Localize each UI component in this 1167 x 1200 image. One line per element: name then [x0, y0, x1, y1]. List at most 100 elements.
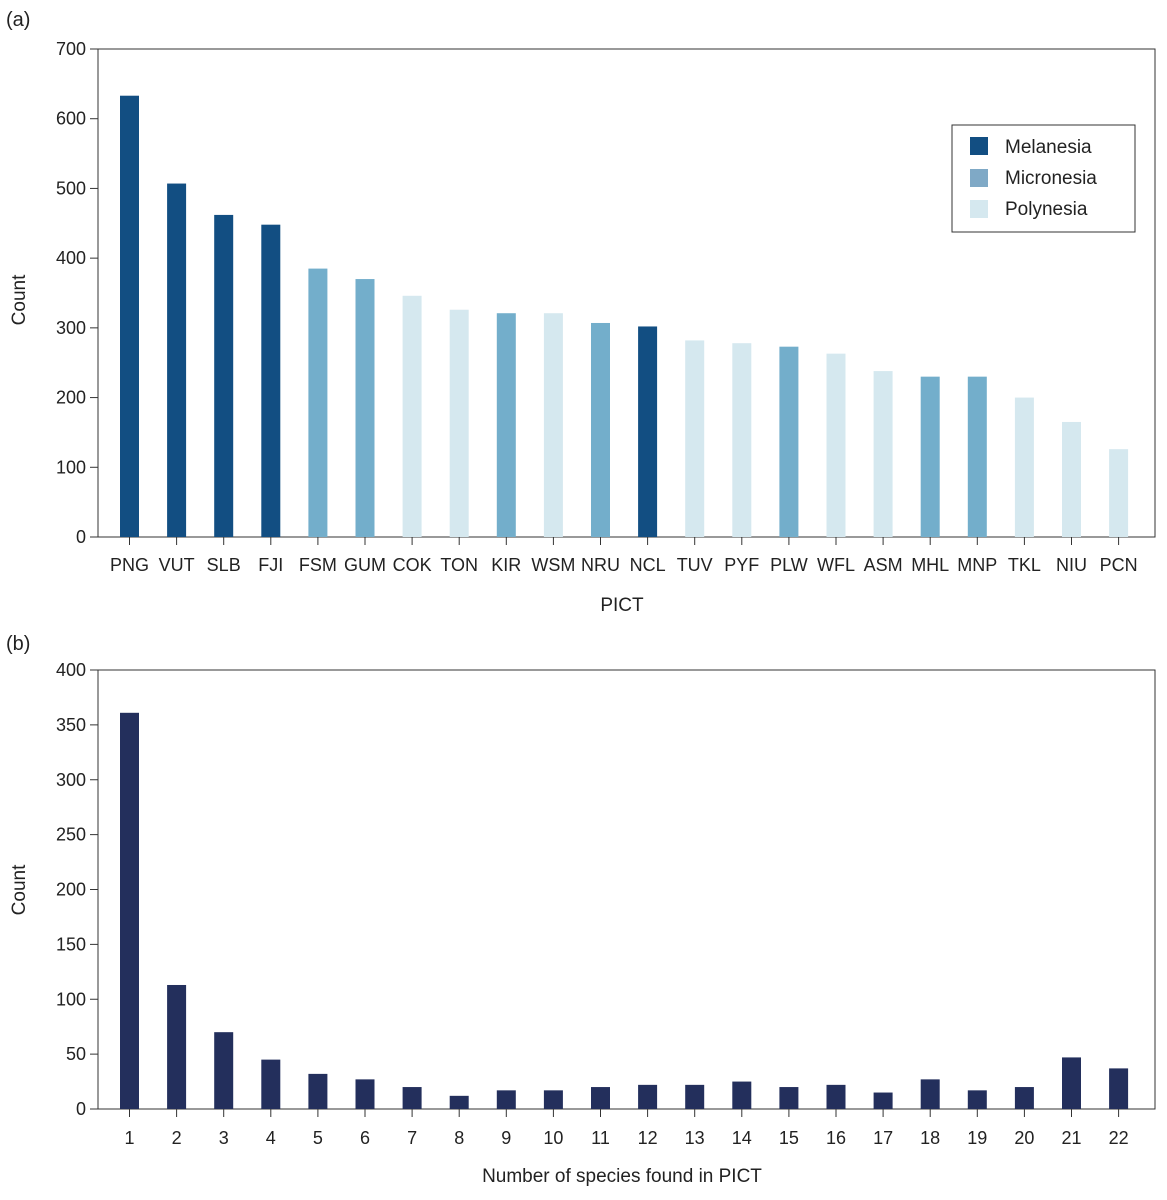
legend-label-micronesia: Micronesia [1005, 168, 1097, 189]
bar-wfl [826, 353, 846, 537]
bar-species-8 [449, 1095, 469, 1109]
bar-species-14 [732, 1081, 752, 1109]
x-tick-label: 5 [313, 1128, 323, 1148]
panel-b-plot-frame [97, 669, 1156, 1110]
y-tick-label: 500 [56, 178, 86, 198]
x-tick-label: 15 [779, 1128, 799, 1148]
bar-wsm [543, 313, 563, 537]
x-tick-label: VUT [159, 555, 195, 575]
bar-fji [261, 224, 281, 537]
x-tick-label: 19 [967, 1128, 987, 1148]
y-tick-label: 150 [56, 934, 86, 954]
panel-b-y-axis-title: Count [9, 864, 30, 915]
bar-nru [591, 322, 610, 537]
y-tick-label: 300 [56, 770, 86, 790]
y-tick-label: 100 [56, 989, 86, 1009]
x-tick-label: FJI [258, 555, 283, 575]
y-tick-label: 350 [56, 715, 86, 735]
bar-species-11 [591, 1087, 610, 1109]
y-tick-label: 300 [56, 318, 86, 338]
y-tick-label: 600 [56, 109, 86, 129]
x-tick-label: MNP [957, 555, 997, 575]
bar-species-18 [920, 1079, 940, 1109]
bar-tuv [685, 340, 705, 537]
x-tick-label: 20 [1014, 1128, 1034, 1148]
legend-label-melanesia: Melanesia [1005, 137, 1092, 158]
bar-kir [496, 313, 516, 537]
x-tick-label: 10 [543, 1128, 563, 1148]
x-tick-label: 4 [266, 1128, 276, 1148]
x-tick-label: 14 [732, 1128, 752, 1148]
panel-a-legend: Melanesia Micronesia Polynesia [951, 124, 1136, 233]
bar-species-19 [967, 1090, 987, 1109]
x-tick-label: 3 [219, 1128, 229, 1148]
y-tick-label: 700 [56, 39, 86, 59]
panel-b-x-axis-title: Number of species found in PICT [482, 1166, 762, 1187]
x-tick-label: 17 [873, 1128, 893, 1148]
panel-b-y-axis: 0 50 100 150 200 250 300 350 400 [56, 660, 98, 1119]
panel-a-x-axis: PNG VUT SLB FJI FSM GUM COK TON KIR WSM NRU NCL TUV P… [110, 537, 1138, 575]
x-tick-label: TON [440, 555, 478, 575]
bar-species-13 [685, 1084, 705, 1109]
panel-a-y-axis-title: Count [9, 274, 30, 325]
bar-species-1 [120, 712, 139, 1109]
x-tick-label: PLW [770, 555, 808, 575]
bar-niu [1062, 421, 1081, 537]
bar-species-7 [402, 1087, 422, 1109]
y-tick-label: 200 [56, 880, 86, 900]
x-tick-label: 18 [920, 1128, 940, 1148]
bar-cok [402, 295, 422, 537]
x-tick-label: 9 [501, 1128, 511, 1148]
bar-tkl [1014, 397, 1034, 537]
bar-species-16 [826, 1084, 846, 1109]
legend-label-polynesia: Polynesia [1005, 199, 1088, 220]
x-tick-label: 8 [454, 1128, 464, 1148]
x-tick-label: WSM [531, 555, 575, 575]
bar-pcn [1109, 449, 1129, 537]
bar-species-15 [779, 1087, 799, 1109]
x-tick-label: PNG [110, 555, 149, 575]
x-tick-label: TKL [1008, 555, 1041, 575]
bar-asm [873, 371, 893, 537]
panel-a-bar-chart: (a) 0 100 200 300 400 500 600 700 PNG VUT SLB FJI F… [6, 9, 1156, 616]
x-tick-label: SLB [207, 555, 241, 575]
panel-a-plot-frame [97, 48, 1156, 538]
x-tick-label: 21 [1061, 1128, 1081, 1148]
legend-swatch-micronesia [970, 169, 988, 187]
y-tick-label: 100 [56, 457, 86, 477]
bar-ton [449, 309, 469, 537]
x-tick-label: TUV [677, 555, 713, 575]
bar-species-12 [638, 1084, 658, 1109]
bar-ncl [638, 326, 658, 537]
bar-species-2 [167, 984, 187, 1109]
panel-b-label: (b) [6, 633, 30, 655]
x-tick-label: KIR [491, 555, 521, 575]
bar-fsm [308, 268, 328, 537]
panel-a-label: (a) [6, 9, 30, 31]
x-tick-label: 7 [407, 1128, 417, 1148]
y-tick-label: 0 [76, 527, 86, 547]
x-tick-label: 12 [638, 1128, 658, 1148]
y-tick-label: 250 [56, 825, 86, 845]
y-tick-label: 50 [66, 1044, 86, 1064]
x-tick-label: COK [393, 555, 432, 575]
x-tick-label: FSM [299, 555, 337, 575]
x-tick-label: NIU [1056, 555, 1087, 575]
bar-species-9 [496, 1090, 516, 1109]
bar-species-4 [261, 1059, 281, 1109]
bar-vut [167, 183, 187, 537]
x-tick-label: NCL [630, 555, 666, 575]
bar-species-3 [214, 1032, 234, 1109]
x-tick-label: PCN [1100, 555, 1138, 575]
y-tick-label: 400 [56, 660, 86, 680]
bar-slb [214, 214, 234, 538]
bar-species-10 [543, 1090, 563, 1109]
panel-a-y-axis: 0 100 200 300 400 500 600 700 [56, 39, 98, 547]
bar-species-17 [873, 1092, 893, 1109]
bar-species-20 [1014, 1087, 1034, 1109]
bar-species-6 [355, 1079, 375, 1109]
panel-a-x-axis-title: PICT [600, 595, 644, 616]
x-tick-label: 16 [826, 1128, 846, 1148]
y-tick-label: 400 [56, 248, 86, 268]
